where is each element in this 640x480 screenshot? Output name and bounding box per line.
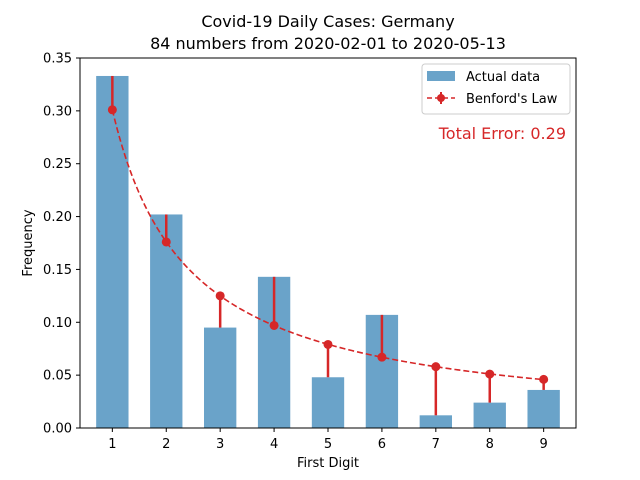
legend-marker-swatch — [437, 94, 445, 102]
bar-digit-1 — [96, 75, 129, 428]
legend: Actual data Benford's Law — [421, 63, 571, 115]
benford-marker-digit-9 — [539, 374, 549, 384]
x-tick-label: 6 — [378, 437, 386, 452]
y-tick-label: 0.00 — [43, 422, 72, 437]
bar-digit-2 — [150, 214, 183, 428]
y-tick-label: 0.05 — [43, 369, 72, 384]
benford-marker-digit-6 — [377, 352, 387, 362]
benford-marker-digit-8 — [485, 369, 495, 379]
x-tick-label: 3 — [216, 437, 224, 452]
x-tick-label: 9 — [540, 437, 548, 452]
chart-title: Covid-19 Daily Cases: Germany — [201, 12, 454, 31]
y-tick-label: 0.10 — [43, 316, 72, 331]
benford-line — [111, 109, 544, 381]
benford-marker-digit-3 — [215, 291, 225, 301]
benford-marker-digit-7 — [431, 362, 441, 372]
y-axis-label: Frequency — [21, 209, 36, 276]
y-tick-label: 0.15 — [43, 263, 72, 278]
bar-digit-9 — [527, 389, 560, 428]
bar-digit-8 — [473, 402, 506, 428]
chart-subtitle: 84 numbers from 2020-02-01 to 2020-05-13 — [150, 34, 506, 53]
axes-frame — [79, 57, 577, 429]
benford-marker-digit-2 — [161, 237, 171, 247]
legend-bar-swatch — [427, 71, 455, 81]
bar-digit-5 — [311, 377, 345, 428]
y-tick-label: 0.35 — [43, 52, 72, 67]
plot-area: 1 2 3 4 5 6 7 8 9 0.00 0.05 0.10 0.15 0.20 0.25 0.30 0.3… — [43, 52, 560, 452]
y-tick-label: 0.30 — [43, 104, 72, 119]
benford-marker-digit-4 — [269, 320, 279, 330]
bar-digit-7 — [419, 415, 452, 428]
bar-digit-3 — [204, 327, 237, 428]
x-tick-label: 2 — [162, 437, 170, 452]
x-tick-label: 8 — [486, 437, 494, 452]
benford-marker-digit-5 — [323, 339, 333, 349]
x-tick-label: 5 — [324, 437, 332, 452]
x-tick-label: 4 — [270, 437, 278, 452]
y-tick-label: 0.20 — [43, 210, 72, 225]
legend-box — [421, 63, 571, 115]
y-tick-label: 0.25 — [43, 157, 72, 172]
legend-label-actual: Actual data — [466, 70, 540, 85]
total-error-annotation: Total Error: 0.29 — [438, 124, 566, 143]
legend-label-benford: Benford's Law — [466, 92, 558, 107]
benford-marker-digit-1 — [107, 105, 117, 115]
x-tick-label: 7 — [432, 437, 440, 452]
x-tick-label: 1 — [108, 437, 116, 452]
x-axis-label: First Digit — [297, 456, 359, 471]
